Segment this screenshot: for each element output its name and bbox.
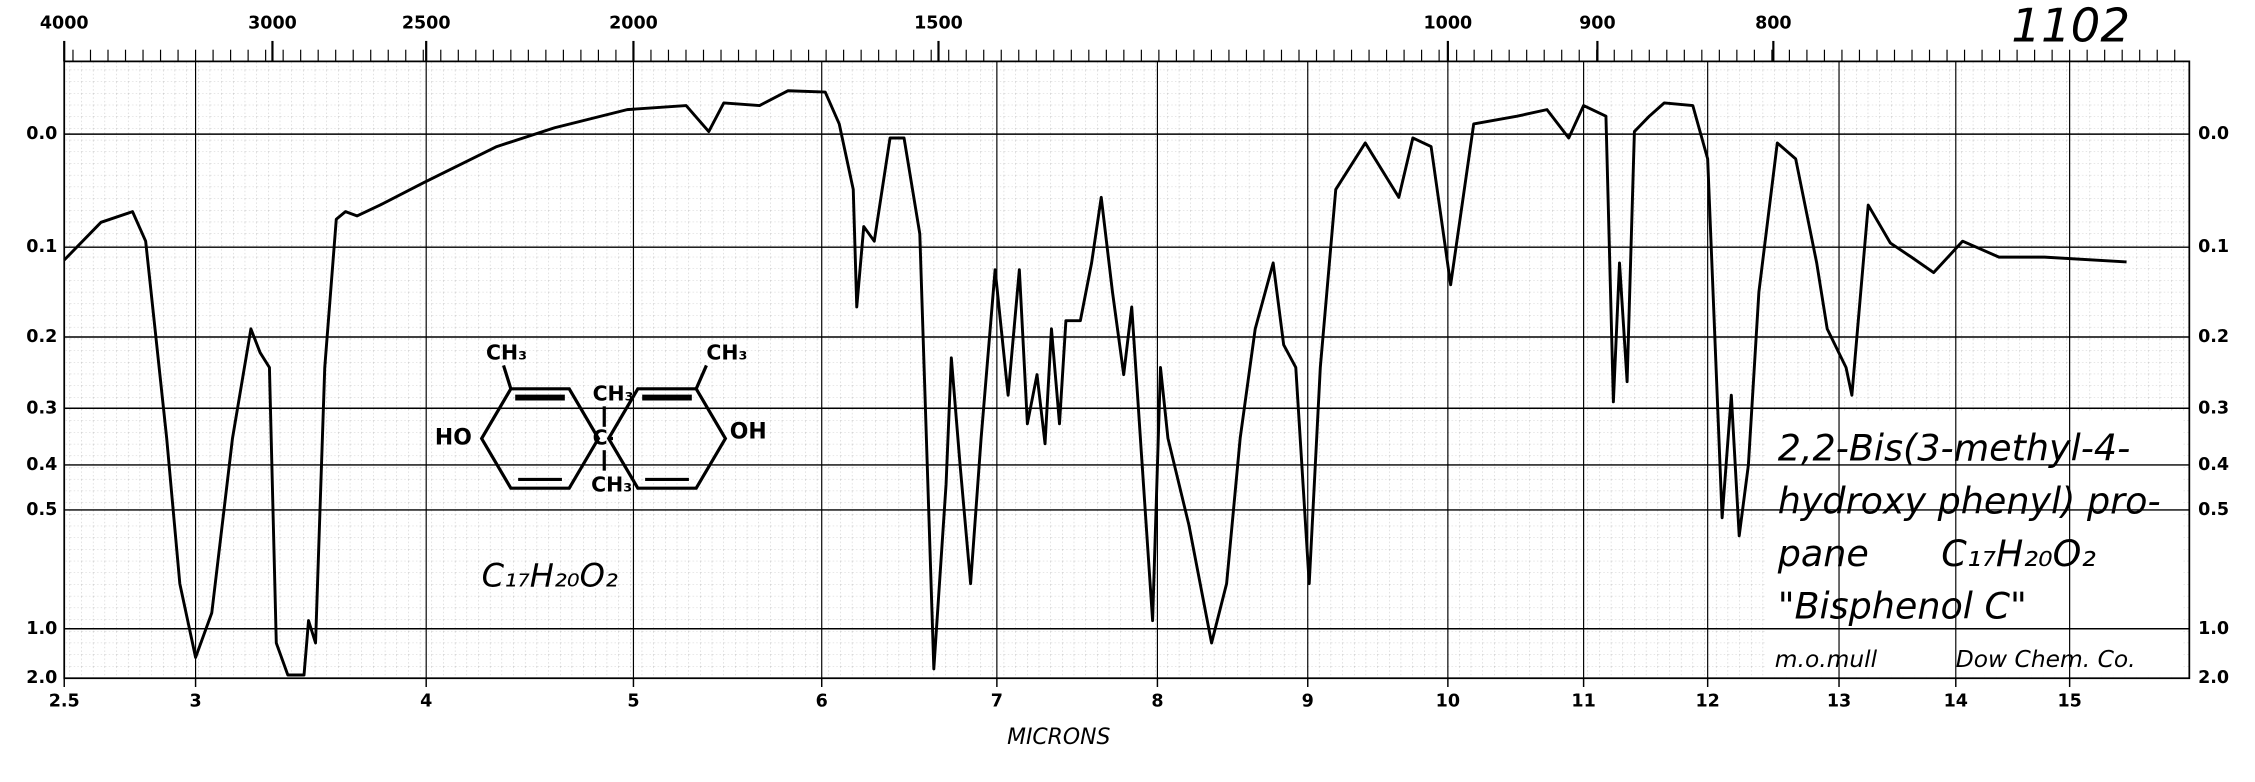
sample-method: m.o.mull (1775, 645, 1878, 673)
y-tick-label: 0.5 (2198, 500, 2229, 520)
y-tick-label: 0.1 (2198, 237, 2229, 257)
x2-tick-label: 4000 (40, 13, 89, 33)
x-tick-label: 8 (1151, 692, 1163, 712)
x-tick-label: 6 (816, 692, 828, 712)
y-tick-label: 2.0 (26, 668, 57, 688)
chart-number: 1102 (2011, 0, 2130, 54)
y-tick-label: 2.0 (2198, 668, 2229, 688)
x2-tick-label: 1500 (914, 13, 963, 33)
x2-tick-label: 1000 (1424, 13, 1473, 33)
structure-label: CH₃ (486, 341, 527, 365)
y-tick-label: 0.3 (2198, 398, 2229, 418)
x-tick-label: 14 (1944, 692, 1968, 712)
y-tick-label: 0.4 (26, 455, 57, 475)
y-tick-label: 0.3 (26, 398, 57, 418)
structure-label: CH₃ (591, 472, 632, 496)
x-tick-label: 10 (1436, 692, 1460, 712)
common-name: "Bisphenol C" (1778, 585, 2027, 628)
structure-label: OH (730, 420, 767, 445)
y-tick-label: 1.0 (2198, 619, 2229, 639)
y-tick-label: 0.1 (26, 237, 57, 257)
x-tick-label: 3 (189, 692, 201, 712)
compound-name: pane (1777, 532, 1869, 575)
x-tick-label: 13 (1827, 692, 1851, 712)
structure-label: C (593, 425, 608, 449)
x-axis-label: MICRONS (1007, 725, 1110, 750)
y-tick-label: 0.4 (2198, 455, 2229, 475)
structure-label: HO (435, 425, 472, 450)
y-tick-label: 0.2 (2198, 327, 2229, 347)
spectrum-line (63, 89, 2127, 677)
y-tick-label: 0.5 (26, 500, 57, 520)
x-tick-label: 12 (1695, 692, 1719, 712)
structure (479, 364, 728, 490)
x2-tick-label: 3000 (248, 13, 297, 33)
x-tick-label: 7 (991, 692, 1003, 712)
source: Dow Chem. Co. (1956, 645, 2136, 673)
x2-tick-label: 2000 (609, 13, 658, 33)
structure-label: CH₃ (706, 341, 747, 365)
x-tick-label: 5 (627, 692, 639, 712)
x2-tick-label: 800 (1755, 13, 1792, 33)
x-tick-label: 9 (1302, 692, 1314, 712)
x2-tick-label: 900 (1579, 13, 1616, 33)
x-tick-label: 15 (2057, 692, 2081, 712)
y-tick-label: 0.0 (2198, 124, 2229, 144)
y-tick-label: 1.0 (26, 619, 57, 639)
compound-name: 2,2-Bis(3-methyl-4- (1778, 427, 2131, 470)
x-tick-label: 4 (420, 692, 432, 712)
y-tick-label: 0.2 (26, 327, 57, 347)
x2-tick-label: 2500 (402, 13, 451, 33)
y-tick-label: 0.0 (26, 124, 57, 144)
formula: C₁₇H₂₀O₂ (482, 556, 618, 594)
compound-name: hydroxy phenyl) pro- (1778, 479, 2161, 522)
x-tick-label: 2.5 (49, 692, 80, 712)
label-box (1766, 412, 2184, 676)
structure-label: CH₃ (593, 382, 634, 406)
formula: C₁₇H₂₀O₂ (1941, 532, 2096, 575)
x-tick-label: 11 (1571, 692, 1595, 712)
